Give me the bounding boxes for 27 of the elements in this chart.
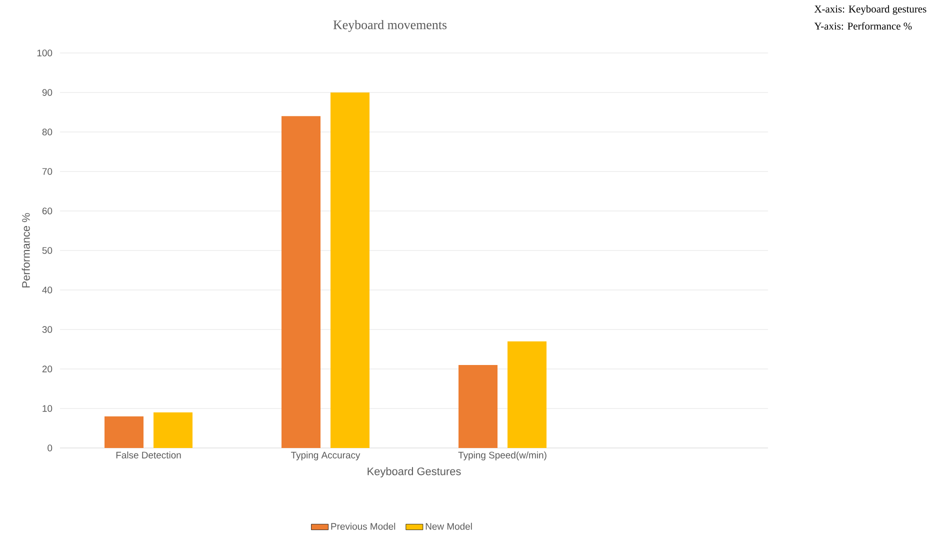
y-tick-label: 10 xyxy=(42,405,52,412)
text: Y-axis: Performance % xyxy=(814,22,912,30)
y-tick-label: 0 xyxy=(48,444,52,452)
y-tick-label: 70 xyxy=(42,168,52,175)
bar xyxy=(154,412,193,448)
y-tick-label: 60 xyxy=(42,208,52,214)
text: X-axis: Keyboard gestures xyxy=(814,5,926,15)
y-tick-label: 20 xyxy=(42,366,52,372)
y-tick-label: 90 xyxy=(42,89,52,96)
y-tick-label: 80 xyxy=(42,128,52,136)
y-tick-label: 30 xyxy=(42,326,52,333)
bar xyxy=(458,365,498,448)
legend-label: Previous Model xyxy=(331,522,396,530)
y-tick-label: 40 xyxy=(42,286,52,294)
y-tick-label: 100 xyxy=(37,50,52,56)
y-axis-title: Performance % xyxy=(22,213,30,288)
bar xyxy=(330,92,370,448)
x-tick-label: False Detection xyxy=(116,452,181,458)
bar xyxy=(508,341,547,448)
bar xyxy=(282,116,321,448)
y-tick-label: 50 xyxy=(42,247,52,254)
x-tick-label: Typing Accuracy xyxy=(291,452,360,460)
x-axis-title: Keyboard Gestures xyxy=(368,467,461,478)
x-tick-label: Typing Speed(w/min) xyxy=(458,452,546,460)
legend-label: New Model xyxy=(426,522,472,530)
bar xyxy=(104,416,144,448)
chart-title: Keyboard movements xyxy=(333,20,447,32)
